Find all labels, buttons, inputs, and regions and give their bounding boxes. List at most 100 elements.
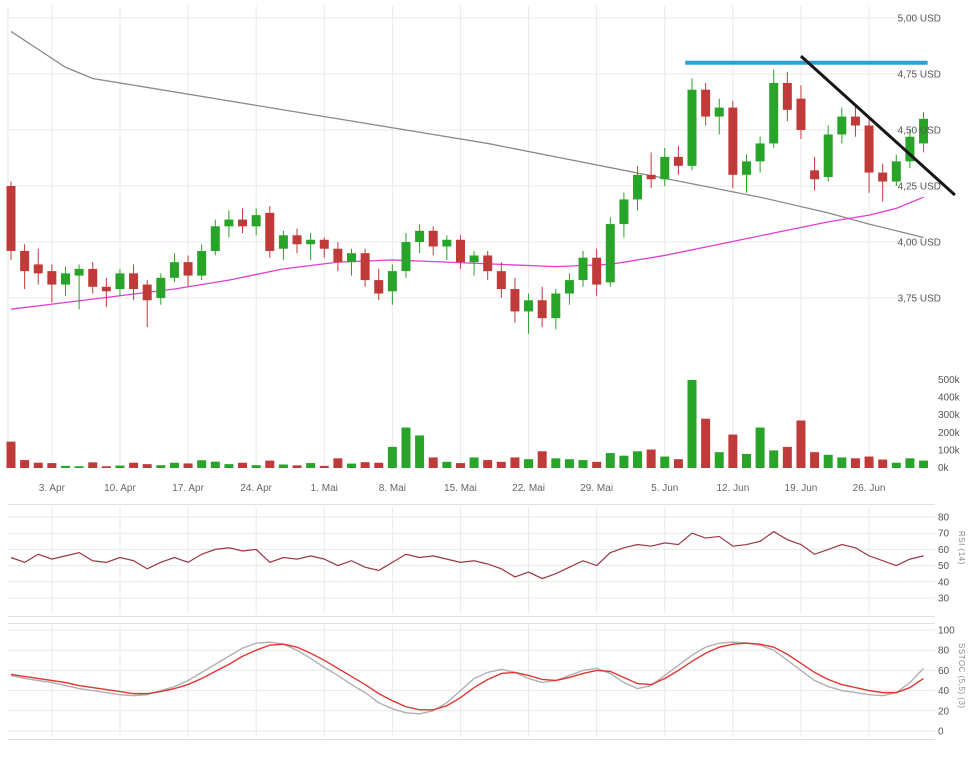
candle-body — [619, 199, 629, 225]
rsi-axis-label: 80 — [938, 513, 950, 524]
candle-body — [469, 255, 479, 263]
volume-bar — [919, 460, 929, 468]
candle-body — [905, 136, 915, 162]
axis-labels: 5,00 USD 4,75 USD 4,50 USD 4,25 USD 4,00 USD… — [39, 14, 961, 738]
candle-body — [741, 161, 751, 175]
candle-body — [891, 161, 901, 182]
x-axis-label: 26. Jun — [853, 483, 886, 494]
stochastic-panel — [10, 641, 925, 715]
x-axis-label: 10. Apr — [104, 483, 136, 494]
candle-body — [183, 262, 193, 276]
candle-body — [319, 239, 329, 249]
candle-body — [510, 289, 520, 312]
volume-bar — [278, 464, 288, 468]
candle-body — [88, 268, 98, 287]
volume-bar — [660, 456, 670, 468]
rsi-axis-label: 70 — [938, 529, 950, 540]
stoch-slow-line — [10, 642, 924, 711]
volume-bar — [905, 458, 915, 468]
candle-body — [823, 134, 833, 178]
volume-axis-label: 200k — [938, 428, 961, 439]
volume-bar — [251, 465, 261, 468]
volume-axis-label: 0k — [938, 463, 950, 474]
candle-body — [646, 174, 656, 180]
candle-body — [415, 230, 425, 242]
candle-body — [60, 273, 70, 285]
candle-body — [401, 242, 411, 272]
volume-bar — [129, 462, 139, 468]
volume-bar — [810, 452, 820, 468]
candle-body — [129, 273, 139, 290]
candle-body — [292, 235, 302, 245]
stoch-axis-label: 80 — [938, 646, 950, 657]
volume-bar — [169, 462, 179, 468]
volume-bar — [619, 455, 629, 468]
candle-body — [333, 248, 343, 263]
x-axis-label: 15. Mai — [444, 483, 477, 494]
volume-bar — [442, 461, 452, 468]
rsi-panel — [10, 530, 924, 580]
price-axis-label: 5,00 USD — [898, 14, 941, 25]
volume-bar — [701, 418, 711, 468]
candle-body — [360, 253, 370, 281]
candle-body — [782, 82, 792, 110]
volume-bar — [769, 450, 779, 468]
candle-body — [6, 186, 16, 251]
x-axis-label: 17. Apr — [172, 483, 204, 494]
candle-body — [251, 215, 261, 227]
volume-bar — [714, 452, 724, 468]
volume-bar — [592, 461, 602, 468]
candle-body — [605, 224, 615, 283]
candle-body — [210, 226, 220, 251]
volume-bar — [387, 446, 397, 468]
rsi-axis-title: RSI (14) — [957, 531, 966, 565]
candle-body — [701, 89, 711, 117]
volume-bar — [850, 458, 860, 468]
volume-bar — [741, 453, 751, 468]
volume-axis-label: 300k — [938, 410, 961, 421]
x-axis-label: 1. Mai — [311, 483, 338, 494]
volume-bar — [578, 460, 588, 468]
price-axis-label: 3,75 USD — [898, 294, 941, 305]
volume-bar — [796, 420, 806, 468]
x-axis-label: 8. Mai — [379, 483, 406, 494]
rsi-axis-label: 40 — [938, 577, 950, 588]
candle-body — [483, 255, 493, 272]
volume-bar — [510, 457, 520, 468]
rsi-axis-label: 50 — [938, 561, 950, 572]
volume-bar — [633, 451, 643, 468]
x-axis-label: 3. Apr — [39, 483, 66, 494]
candle-body — [115, 273, 125, 290]
candle-body — [864, 125, 874, 173]
volume-bar — [88, 462, 98, 468]
candle-body — [238, 219, 248, 227]
candle-body — [20, 250, 30, 272]
volume-bar — [496, 461, 506, 468]
stoch-fast-line — [10, 641, 925, 715]
stoch-axis-label: 60 — [938, 666, 950, 677]
candle-body — [592, 257, 602, 285]
candle-body — [374, 280, 384, 294]
volume-bar — [455, 463, 465, 468]
candle-body — [837, 116, 847, 135]
volume-bar — [197, 460, 207, 468]
candle-body — [387, 271, 397, 292]
candle-body — [878, 172, 888, 182]
volume-bar — [60, 465, 70, 468]
price-axis-label: 4,75 USD — [898, 70, 941, 81]
x-axis-label: 12. Jun — [716, 483, 749, 494]
ma-long-gray — [10, 30, 924, 239]
volume-bar — [646, 449, 656, 468]
volume-bar — [319, 465, 329, 468]
candle-body — [442, 239, 452, 247]
volume-bar — [333, 458, 343, 468]
volume-axis-label: 500k — [938, 375, 961, 386]
candle-body — [33, 264, 43, 274]
x-axis-label: 19. Jun — [785, 483, 818, 494]
x-axis-label: 29. Mai — [580, 483, 613, 494]
volume-bar — [728, 434, 738, 468]
down-trendline — [799, 54, 956, 197]
volume-bar — [101, 466, 111, 468]
candle-body — [810, 170, 820, 180]
